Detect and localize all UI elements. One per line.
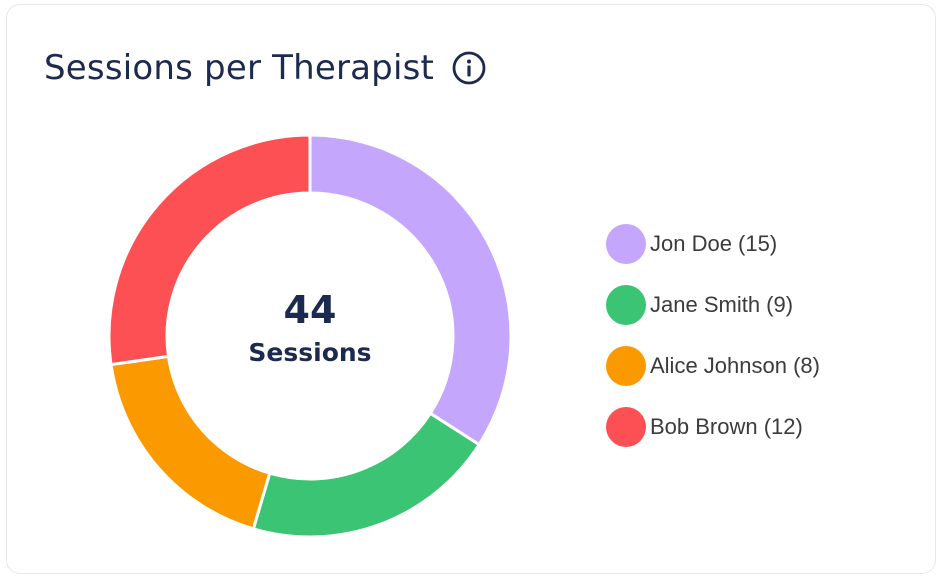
legend-label: Bob Brown (12) [650, 414, 803, 439]
donut-slice-bob-brown[interactable] [107, 133, 312, 367]
chart-title-row: Sessions per Therapist [44, 48, 486, 88]
chart-title: Sessions per Therapist [44, 48, 435, 88]
legend-label: Jane Smith (9) [650, 292, 794, 317]
legend-swatch [606, 224, 646, 264]
legend-label: Jon Doe (15) [650, 231, 778, 256]
donut-center-label: Sessions [248, 338, 372, 367]
legend-item[interactable]: Bob Brown (12) [606, 407, 820, 447]
donut-slice-jon-doe[interactable] [308, 133, 513, 447]
legend-item[interactable]: Alice Johnson (8) [606, 346, 820, 386]
chart-legend: Jon Doe (15) Jane Smith (9) Alice Johnson … [606, 224, 820, 468]
donut-slice-jane-smith[interactable] [251, 411, 482, 539]
legend-swatch [606, 407, 646, 447]
legend-label: Alice Johnson (8) [650, 353, 820, 378]
legend-item[interactable]: Jon Doe (15) [606, 224, 820, 264]
legend-swatch [606, 285, 646, 325]
donut-center-value: 44 [283, 288, 337, 332]
donut-slice-alice-johnson[interactable] [109, 354, 272, 531]
legend-item[interactable]: Jane Smith (9) [606, 285, 820, 325]
legend-swatch [606, 346, 646, 386]
info-icon[interactable] [452, 51, 486, 85]
